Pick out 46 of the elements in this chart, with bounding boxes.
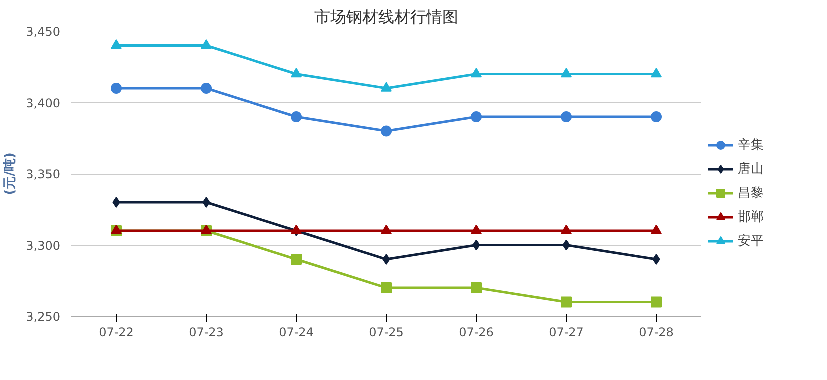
point (561, 112, 572, 122)
point (381, 82, 392, 92)
point (471, 282, 482, 294)
y-axis-title: (元/吨) (3, 152, 18, 196)
point (381, 282, 392, 294)
x-tick-label: 07-27 (549, 326, 584, 340)
point (561, 224, 572, 234)
y-tick-label: 3,300 (26, 238, 61, 253)
legend-label: 唐山 (738, 161, 765, 178)
x-tick-label: 07-23 (189, 326, 224, 340)
y-tick-label: 3,350 (26, 168, 61, 182)
point (291, 254, 302, 265)
legend-label: 昌黎 (738, 185, 765, 202)
point (651, 296, 662, 308)
legend-label: 邯郸 (738, 209, 765, 226)
point (561, 296, 572, 308)
point (651, 112, 662, 122)
y-tick-label: 3,450 (26, 25, 61, 39)
point (381, 126, 392, 137)
point (111, 83, 122, 94)
point (201, 39, 212, 50)
y-tick-label: 3,400 (26, 96, 61, 110)
point (112, 197, 120, 208)
chart-title: 市场钢材线材行情图 (314, 8, 458, 26)
point (471, 68, 482, 78)
point (652, 254, 660, 265)
x-tick-label: 07-24 (279, 326, 314, 340)
point (291, 112, 302, 122)
point (561, 68, 572, 78)
point (471, 112, 482, 122)
y-tick-label: 3,250 (26, 310, 61, 324)
point (382, 254, 390, 265)
point (201, 83, 212, 94)
point (111, 39, 122, 50)
legend-label: 辛集 (738, 137, 765, 154)
point (651, 68, 662, 78)
x-tick-label: 07-28 (639, 326, 674, 340)
point (381, 224, 392, 234)
legend-label: 安平 (738, 233, 765, 250)
point (651, 224, 662, 234)
x-tick-label: 07-25 (369, 326, 404, 340)
point (471, 224, 482, 234)
point (291, 68, 302, 78)
x-tick-label: 07-22 (99, 326, 134, 340)
point (202, 197, 210, 208)
x-tick-label: 07-26 (459, 326, 494, 340)
